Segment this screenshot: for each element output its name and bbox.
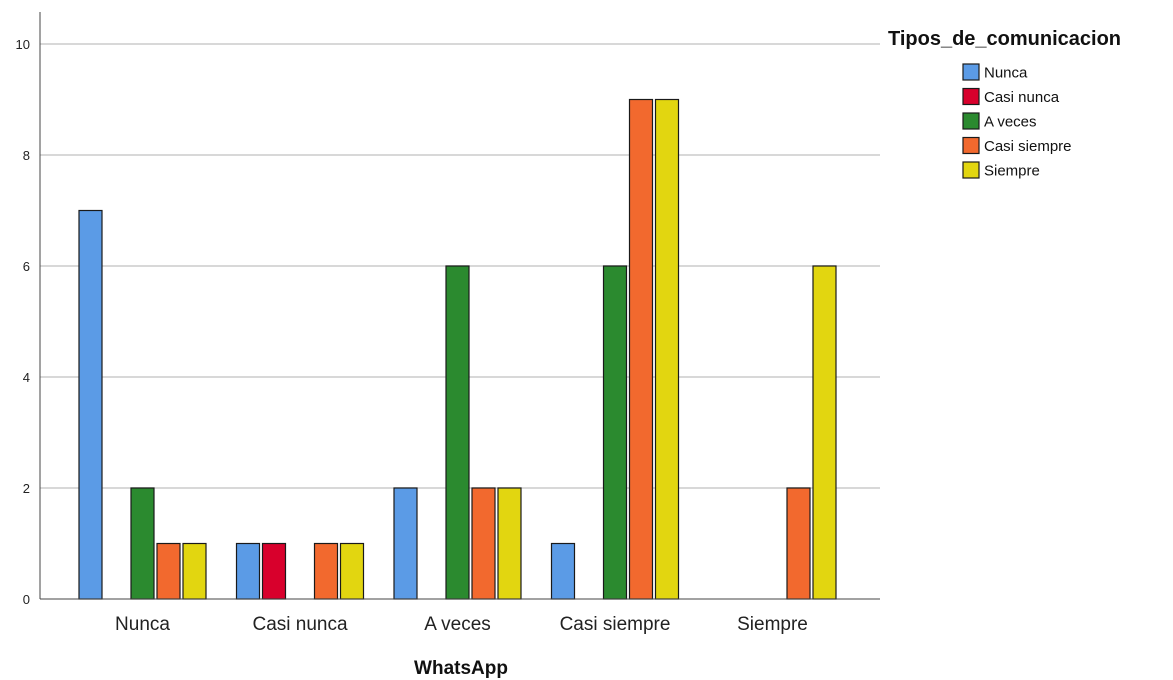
bars: [78, 98, 837, 600]
bar-casi-nunca-casi-nunca: [261, 542, 287, 600]
y-tick-label: 10: [16, 37, 30, 52]
legend-label: A veces: [984, 114, 1037, 131]
legend: Tipos_de_comunicacion Nunca Casi nunca A v…: [888, 28, 1121, 180]
bar-casi-siempre-a-veces: [602, 265, 628, 600]
x-tick-label: Casi siempre: [560, 614, 671, 635]
bar-casi-siempre-casi-siempre: [628, 98, 654, 600]
bar-nunca-casi-siempre: [156, 542, 181, 600]
axes: [39, 12, 880, 600]
legend-swatch: [962, 112, 980, 130]
legend-label: Casi nunca: [984, 89, 1060, 106]
bar-siempre-siempre: [812, 265, 837, 600]
y-tick-label: 4: [23, 370, 30, 385]
x-tick-labels: Nunca Casi nunca A veces Casi siempre Siempr…: [115, 614, 808, 635]
bar-nunca-nunca: [78, 209, 103, 600]
legend-swatch: [962, 136, 980, 155]
bar-nunca-siempre: [182, 542, 207, 600]
bar-a-veces-casi-siempre: [471, 487, 496, 600]
y-tick-label: 8: [23, 148, 30, 163]
legend-items: Nunca Casi nunca A veces Casi siempre Siempr…: [962, 63, 1072, 180]
y-tick-label: 0: [23, 592, 30, 607]
bar-casi-nunca-siempre: [339, 542, 365, 600]
bar-casi-nunca-casi-siempre: [313, 542, 339, 600]
x-axis-title: WhatsApp: [414, 658, 508, 679]
legend-swatch: [962, 161, 980, 179]
x-tick-label: A veces: [424, 614, 491, 635]
x-tick-label: Casi nunca: [252, 614, 347, 635]
bar-casi-siempre-siempre: [654, 98, 680, 600]
y-tick-label: 6: [23, 259, 30, 274]
bar-casi-siempre-nunca: [550, 542, 576, 600]
legend-label: Siempre: [984, 163, 1040, 180]
bar-casi-nunca-nunca: [235, 542, 261, 600]
bar-siempre-casi-siempre: [786, 487, 811, 600]
bar-a-veces-siempre: [497, 487, 522, 600]
y-tick-labels: 0 2 4 6 8 10: [16, 37, 30, 607]
legend-swatch: [962, 63, 980, 81]
x-tick-label: Nunca: [115, 614, 170, 635]
x-tick-label: Siempre: [737, 614, 808, 635]
bar-nunca-a-veces: [130, 487, 155, 600]
legend-swatch: [962, 87, 980, 106]
legend-label: Casi siempre: [984, 138, 1072, 155]
y-tick-label: 2: [23, 481, 30, 496]
legend-title: Tipos_de_comunicacion: [888, 28, 1121, 50]
legend-label: Nunca: [984, 65, 1028, 82]
bar-a-veces-a-veces: [445, 265, 470, 600]
bar-a-veces-nunca: [393, 487, 418, 600]
